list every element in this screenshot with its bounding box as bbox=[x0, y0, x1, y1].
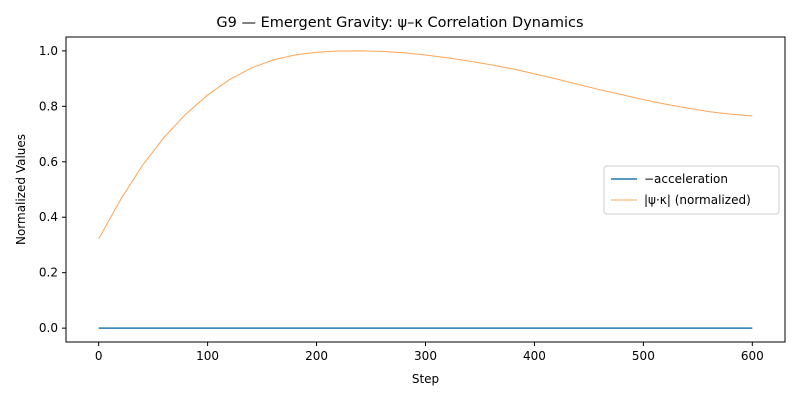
x-tick-label: 0 bbox=[95, 349, 103, 363]
legend-entry-1: |ψ·κ| (normalized) bbox=[644, 193, 751, 207]
x-tick-label: 200 bbox=[305, 349, 328, 363]
y-tick-label: 0.2 bbox=[39, 266, 58, 280]
legend: −acceleration |ψ·κ| (normalized) bbox=[603, 165, 780, 215]
x-axis: 0 100 200 300 400 500 600 bbox=[95, 342, 764, 363]
y-axis: 0.0 0.2 0.4 0.6 0.8 1.0 bbox=[39, 44, 66, 335]
x-tick-label: 400 bbox=[523, 349, 546, 363]
plot-area bbox=[98, 50, 753, 329]
series-line-1 bbox=[98, 50, 753, 240]
y-tick-label: 0.0 bbox=[39, 321, 58, 335]
x-tick-label: 300 bbox=[414, 349, 437, 363]
x-axis-label: Step bbox=[412, 372, 439, 386]
chart-title: G9 — Emergent Gravity: ψ–κ Correlation D… bbox=[216, 15, 583, 31]
y-tick-label: 0.4 bbox=[39, 210, 58, 224]
legend-entry-0: −acceleration bbox=[644, 172, 728, 186]
y-tick-label: 0.6 bbox=[39, 155, 58, 169]
x-tick-label: 500 bbox=[632, 349, 655, 363]
y-tick-label: 0.8 bbox=[39, 99, 58, 113]
x-tick-label: 600 bbox=[741, 349, 764, 363]
y-tick-label: 1.0 bbox=[39, 44, 58, 58]
x-tick-label: 100 bbox=[196, 349, 219, 363]
y-axis-label: Normalized Values bbox=[14, 134, 28, 245]
legend-box bbox=[603, 165, 780, 215]
